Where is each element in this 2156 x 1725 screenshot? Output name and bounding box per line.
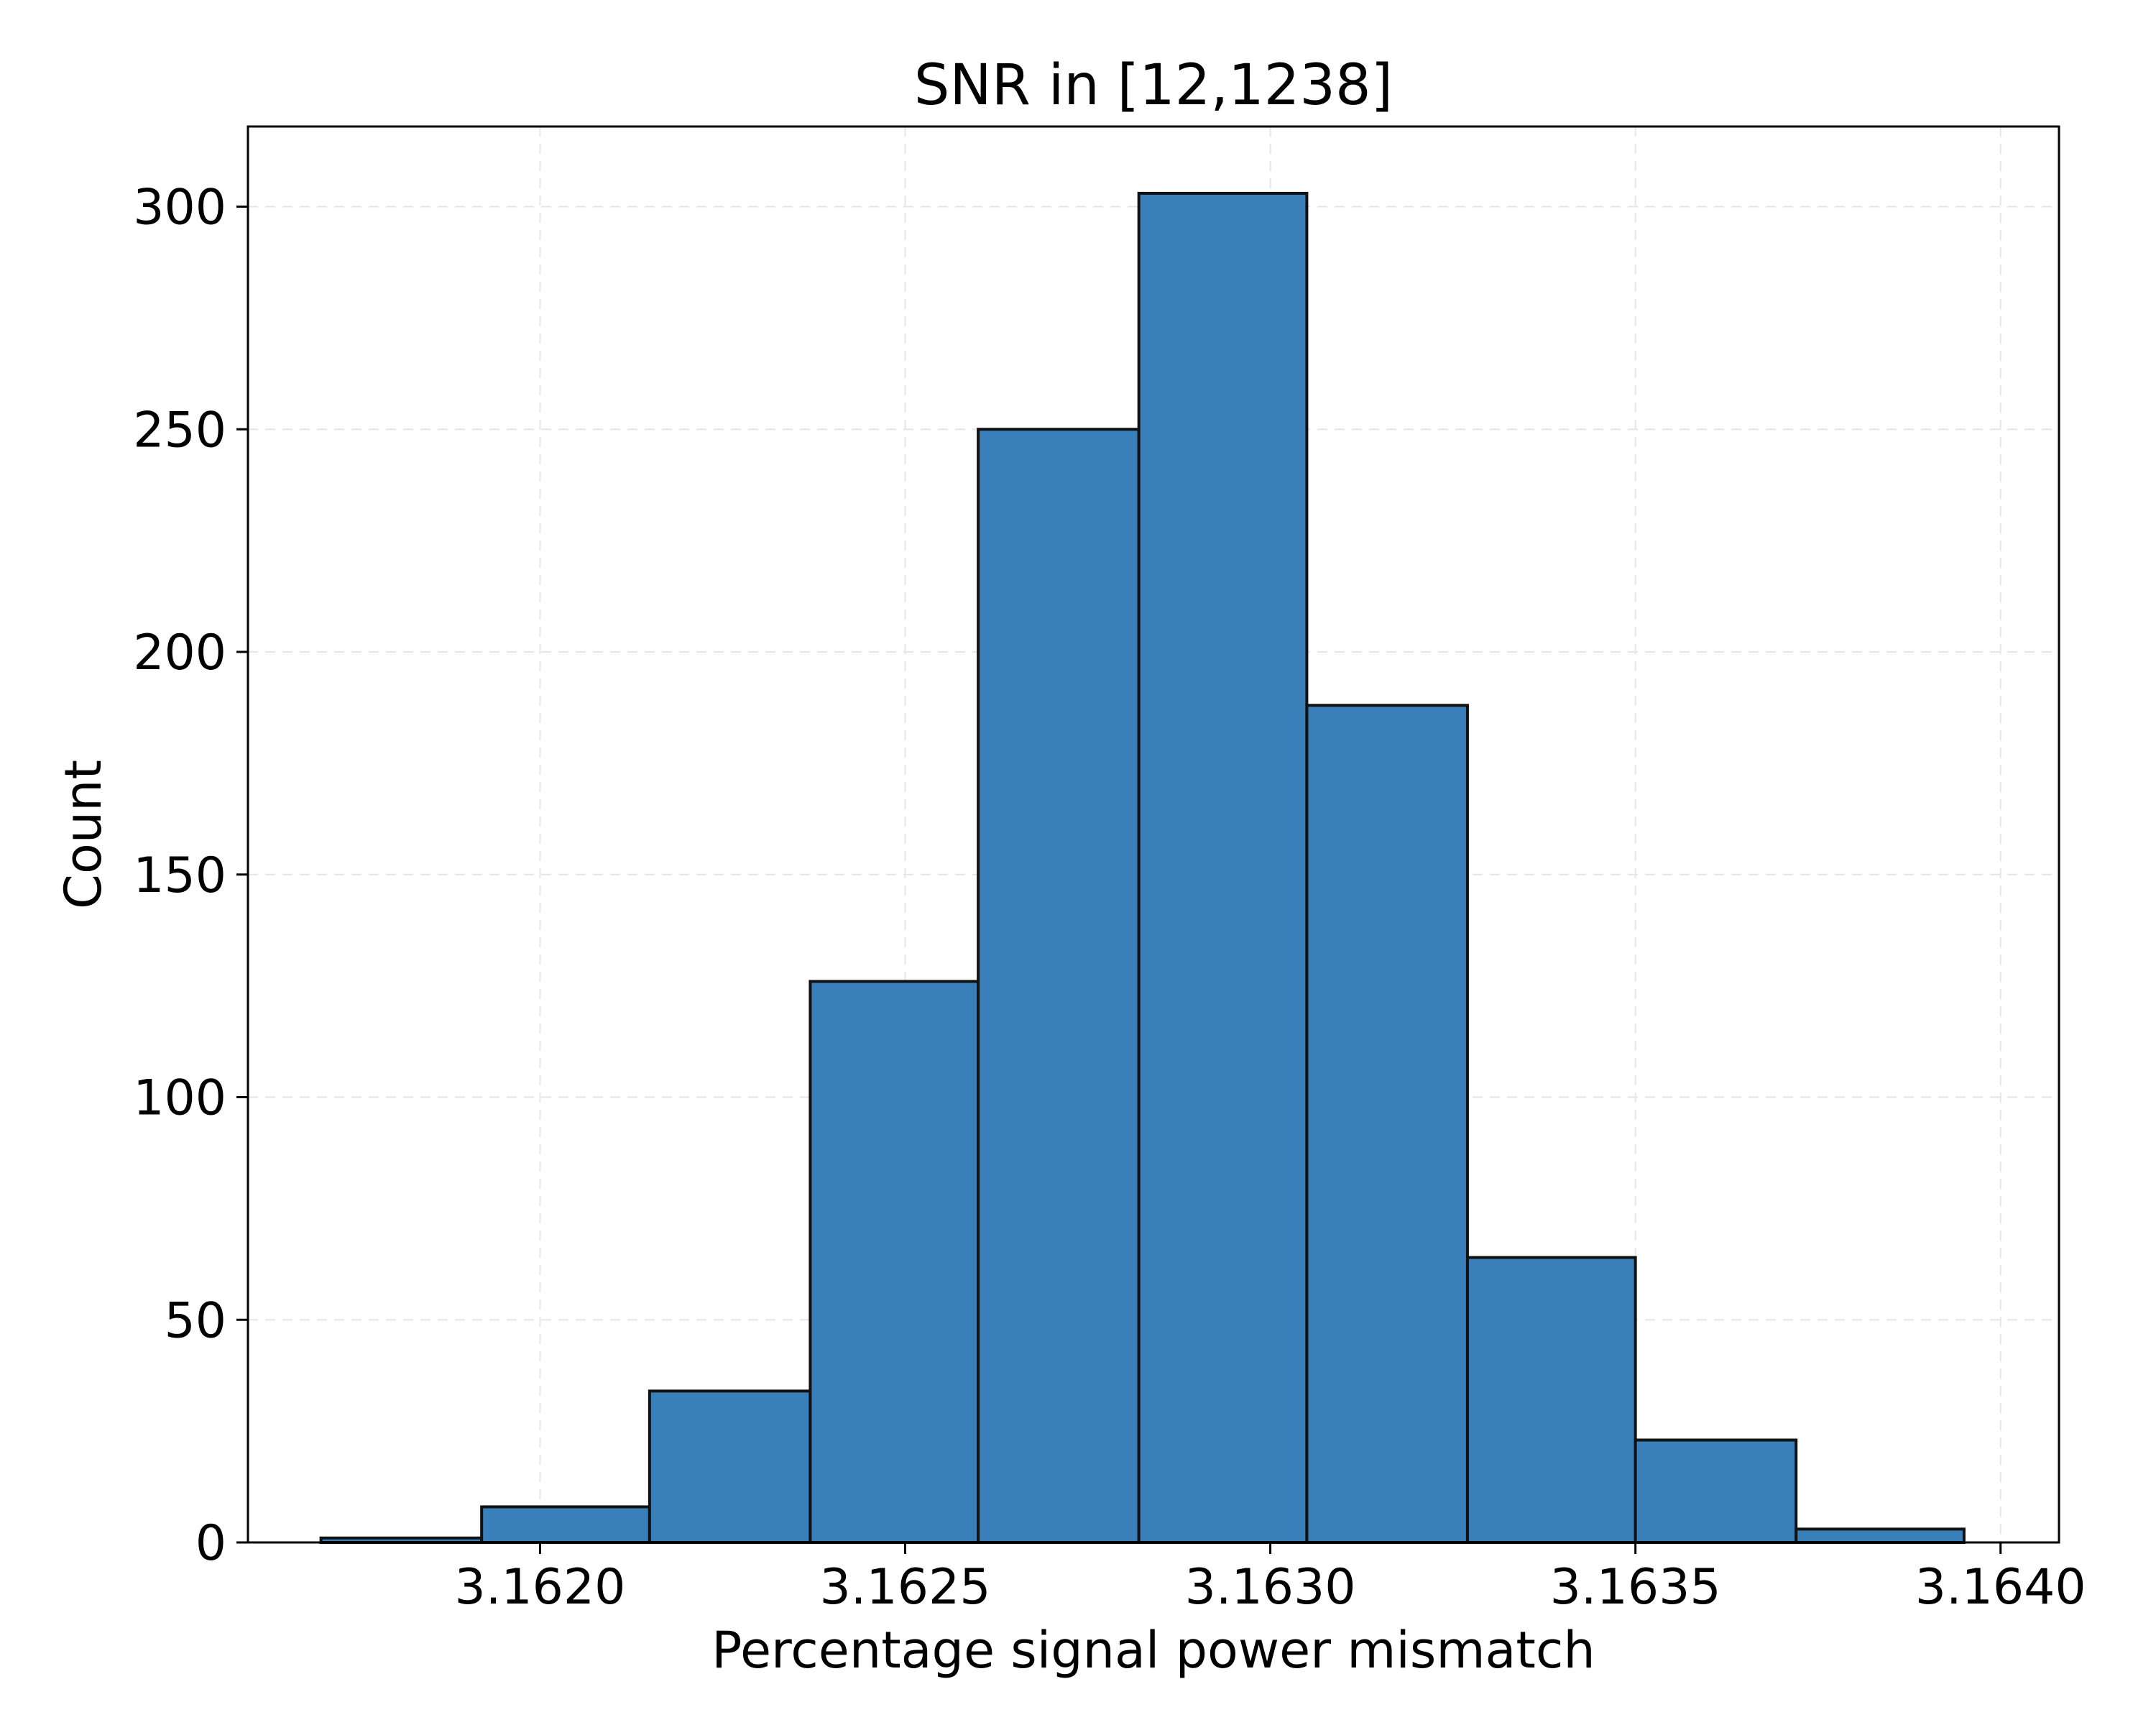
histogram-bar: [1305, 704, 1469, 1544]
histogram-bar: [648, 1389, 812, 1545]
histogram-bar: [977, 428, 1141, 1545]
x-tick-label: 3.1630: [1185, 1559, 1356, 1616]
histogram-bar: [1634, 1438, 1798, 1545]
y-tick-label: 200: [133, 625, 226, 681]
x-axis-ticks: 3.1620 3.1625 3.1630 3.1635 3.1640: [454, 1542, 2086, 1616]
chart-title: SNR in [12,1238]: [914, 53, 1393, 118]
histogram-bar: [480, 1505, 651, 1544]
y-tick-label: 50: [164, 1292, 226, 1349]
y-tick-label: 0: [195, 1515, 226, 1572]
y-axis-label: Count: [54, 760, 113, 909]
bar-layer: [319, 191, 1966, 1545]
y-axis-ticks: 0 50 100 150 200 250 300: [133, 180, 248, 1572]
x-tick-label: 3.1635: [1550, 1559, 1721, 1616]
x-tick-label: 3.1625: [820, 1559, 991, 1616]
y-tick-label: 150: [133, 847, 226, 904]
histogram-bar: [1795, 1527, 1966, 1544]
y-tick-label: 250: [133, 402, 226, 459]
histogram-bar: [1137, 191, 1309, 1544]
y-tick-label: 100: [133, 1070, 226, 1127]
histogram-bar: [1465, 1256, 1637, 1544]
x-tick-label: 3.1620: [454, 1559, 625, 1616]
x-tick-label: 3.1640: [1915, 1559, 2086, 1616]
histogram-bar: [808, 980, 980, 1544]
plot-frame: [247, 125, 2060, 1544]
y-tick-label: 300: [133, 180, 226, 236]
x-axis-label: Percentage signal power mismatch: [711, 1621, 1595, 1680]
